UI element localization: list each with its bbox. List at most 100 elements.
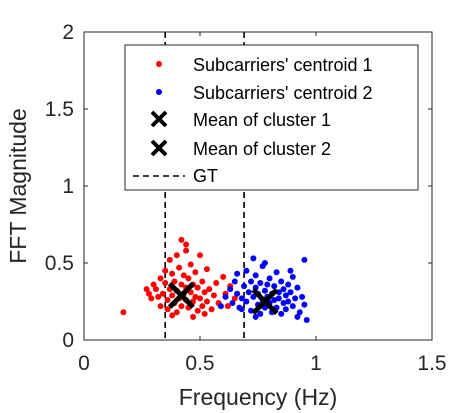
scatter-point-centroid-1 bbox=[197, 252, 203, 259]
scatter-point-centroid-1 bbox=[201, 289, 208, 296]
legend: Subcarriers' centroid 1 Subcarriers' cen… bbox=[124, 44, 419, 191]
scatter-point-centroid-2 bbox=[285, 281, 292, 288]
scatter-point-centroid-2 bbox=[250, 293, 257, 300]
y-axis-label: FFT Magnitude bbox=[5, 108, 31, 264]
cluster-mean-1 bbox=[167, 281, 195, 309]
scatter-point-centroid-2 bbox=[292, 295, 299, 302]
scatter-point-centroid-2 bbox=[261, 260, 268, 266]
cluster-mean-stroke bbox=[167, 281, 195, 309]
scatter-point-centroid-1 bbox=[166, 256, 173, 263]
scatter-point-centroid-1 bbox=[120, 309, 127, 316]
scatter-point-centroid-2 bbox=[280, 300, 287, 307]
scatter-point-centroid-1 bbox=[203, 298, 210, 305]
scatter-point-centroid-2 bbox=[222, 293, 229, 300]
x-tick-label: 0 bbox=[78, 352, 90, 375]
scatter-point-centroid-1 bbox=[173, 252, 180, 259]
scatter-point-centroid-2 bbox=[245, 289, 252, 296]
scatter-point-centroid-1 bbox=[180, 272, 187, 279]
scatter-point-centroid-2 bbox=[296, 309, 303, 316]
scatter-point-centroid-1 bbox=[192, 293, 199, 300]
scatter-point-centroid-2 bbox=[241, 283, 248, 290]
scatter-point-centroid-2 bbox=[282, 306, 289, 313]
scatter-point-centroid-1 bbox=[164, 306, 171, 313]
scatter-point-centroid-1 bbox=[194, 284, 201, 291]
scatter-point-centroid-1 bbox=[169, 270, 176, 277]
scatter-point-centroid-1 bbox=[231, 295, 238, 302]
scatter-point-centroid-1 bbox=[213, 280, 220, 287]
legend-marker-centroid-2 bbox=[156, 89, 162, 95]
scatter-point-centroid-1 bbox=[155, 293, 162, 300]
y-tick-label: 0.5 bbox=[45, 252, 74, 275]
legend-label-centroid-2: Subcarriers' centroid 2 bbox=[193, 83, 373, 103]
scatter-point-centroid-1 bbox=[148, 295, 155, 302]
scatter-point-centroid-2 bbox=[299, 293, 306, 300]
scatter-point-centroid-2 bbox=[301, 301, 308, 308]
scatter-point-centroid-2 bbox=[282, 292, 289, 299]
scatter-point-centroid-1 bbox=[143, 286, 150, 293]
scatter-point-centroid-1 bbox=[199, 303, 206, 310]
x-tick-label: 0.5 bbox=[185, 352, 214, 375]
scatter-point-centroid-2 bbox=[278, 278, 285, 285]
means-layer bbox=[167, 281, 279, 316]
legend-label-gt: GT bbox=[193, 166, 218, 186]
scatter-point-centroid-2 bbox=[287, 267, 294, 274]
scatter-point-centroid-1 bbox=[162, 280, 169, 287]
scatter-point-centroid-1 bbox=[183, 241, 190, 248]
scatter-point-centroid-1 bbox=[201, 310, 208, 317]
legend-label-centroid-1: Subcarriers' centroid 1 bbox=[193, 55, 373, 75]
y-tick-label: 2 bbox=[62, 21, 74, 44]
scatter-point-centroid-1 bbox=[210, 292, 217, 299]
x-axis-label: Frequency (Hz) bbox=[179, 384, 337, 410]
scatter-point-centroid-1 bbox=[194, 307, 201, 314]
legend-label-mean-1: Mean of cluster 1 bbox=[193, 110, 331, 130]
scatter-point-centroid-1 bbox=[199, 278, 206, 285]
scatter-point-centroid-1 bbox=[169, 312, 176, 319]
scatter-point-centroid-2 bbox=[234, 290, 241, 297]
scatter-point-centroid-2 bbox=[278, 310, 285, 317]
scatter-point-centroid-2 bbox=[275, 295, 282, 302]
scatter-point-centroid-1 bbox=[152, 286, 159, 293]
x-tick-label: 1 bbox=[310, 352, 322, 375]
scatter-point-centroid-1 bbox=[187, 261, 194, 268]
scatter-point-centroid-2 bbox=[217, 303, 224, 310]
scatter-point-centroid-1 bbox=[185, 275, 192, 282]
scatter-point-centroid-1 bbox=[203, 266, 210, 273]
scatter-point-centroid-1 bbox=[145, 290, 152, 297]
scatter-point-centroid-2 bbox=[248, 278, 255, 285]
scatter-point-centroid-1 bbox=[220, 273, 227, 280]
scatter-point-centroid-1 bbox=[173, 309, 180, 316]
cluster-mean-2 bbox=[251, 287, 279, 316]
scatter-point-centroid-2 bbox=[227, 286, 234, 293]
scatter-point-centroid-2 bbox=[252, 313, 259, 320]
y-tick-label: 0 bbox=[62, 329, 74, 352]
scatter-point-centroid-2 bbox=[261, 287, 268, 294]
scatter-point-centroid-2 bbox=[257, 310, 264, 317]
scatter-point-centroid-1 bbox=[150, 281, 157, 288]
scatter-point-centroid-2 bbox=[273, 269, 280, 276]
scatter-point-centroid-2 bbox=[303, 316, 310, 323]
cluster-mean-stroke bbox=[251, 287, 279, 316]
scatter-point-centroid-1 bbox=[157, 275, 164, 282]
legend-box bbox=[124, 44, 419, 191]
scatter-point-centroid-1 bbox=[197, 295, 203, 302]
scatter-point-centroid-2 bbox=[243, 267, 250, 274]
scatter-point-centroid-2 bbox=[243, 298, 250, 305]
scatter-point-centroid-1 bbox=[157, 303, 164, 310]
scatter-point-centroid-2 bbox=[289, 273, 296, 280]
scatter-point-centroid-2 bbox=[264, 281, 271, 288]
scatter-point-centroid-2 bbox=[229, 300, 236, 307]
legend-marker-mean-1 bbox=[150, 110, 168, 128]
legend-marker-centroid-1 bbox=[156, 61, 162, 67]
scatter-point-centroid-2 bbox=[252, 272, 259, 279]
scatter-point-centroid-1 bbox=[183, 247, 190, 254]
scatter-point-centroid-2 bbox=[301, 256, 308, 263]
ticks-layer: 0 0.5 1 1.5 0 0.5 1 1.5 2 bbox=[45, 21, 447, 375]
scatter-point-centroid-2 bbox=[238, 295, 245, 302]
scatter-point-centroid-2 bbox=[234, 270, 241, 277]
scatter-point-centroid-1 bbox=[206, 286, 213, 293]
scatter-point-centroid-2 bbox=[250, 255, 257, 262]
legend-label-mean-2: Mean of cluster 2 bbox=[193, 139, 331, 159]
scatter-point-centroid-2 bbox=[294, 313, 301, 320]
scatter-point-centroid-1 bbox=[171, 278, 178, 285]
